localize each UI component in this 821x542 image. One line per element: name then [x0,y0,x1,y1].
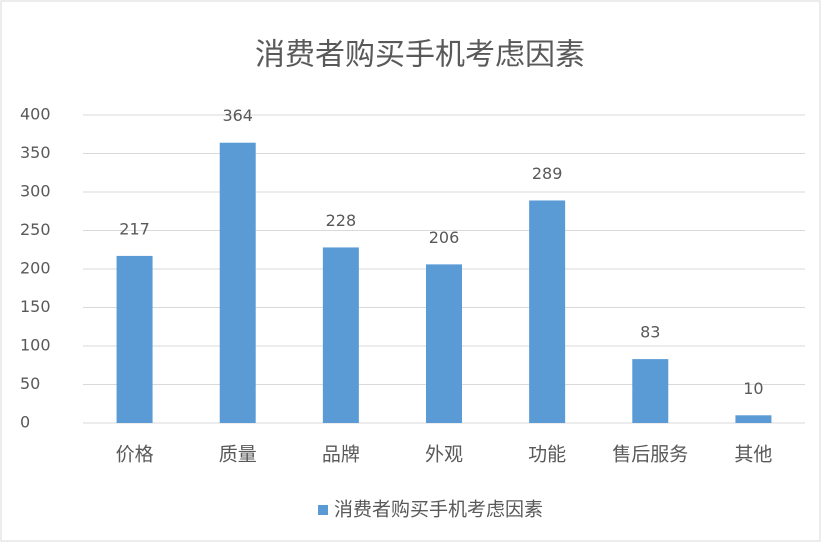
x-tick-label: 外观 [425,444,463,466]
value-label: 228 [326,211,357,230]
bar [426,264,462,423]
value-label: 364 [222,106,253,125]
y-tick-label: 350 [20,143,51,162]
bar [220,143,256,423]
y-tick-label: 100 [20,336,51,355]
y-tick-label: 250 [20,220,51,239]
y-tick-label: 50 [20,374,40,393]
value-label: 217 [119,219,150,238]
value-label: 289 [532,164,563,183]
y-tick-label: 0 [20,413,30,432]
chart-title: 消费者购买手机考虑因素 [255,38,585,73]
x-tick-label: 质量 [219,444,257,466]
bar [529,200,565,423]
value-label: 83 [640,323,660,342]
value-label: 206 [429,228,460,247]
bar [632,359,668,423]
value-label: 10 [743,379,763,398]
bar [117,256,153,423]
x-tick-label: 功能 [528,444,566,466]
bar [735,415,771,423]
chart: 消费者购买手机考虑因素 0 50 100 150 200 250 300 350 400 价格 质量… [0,0,821,542]
legend-label: 消费者购买手机考虑因素 [334,499,543,521]
y-tick-label: 150 [20,297,51,316]
y-tick-label: 300 [20,182,51,201]
bar [323,247,359,423]
y-tick-label: 400 [20,105,51,124]
x-tick-label: 品牌 [322,444,360,466]
x-tick-label: 价格 [116,444,154,466]
legend-swatch [318,505,328,515]
x-tick-label: 其他 [734,444,772,466]
x-tick-label: 售后服务 [612,444,688,466]
y-tick-label: 200 [20,259,51,278]
